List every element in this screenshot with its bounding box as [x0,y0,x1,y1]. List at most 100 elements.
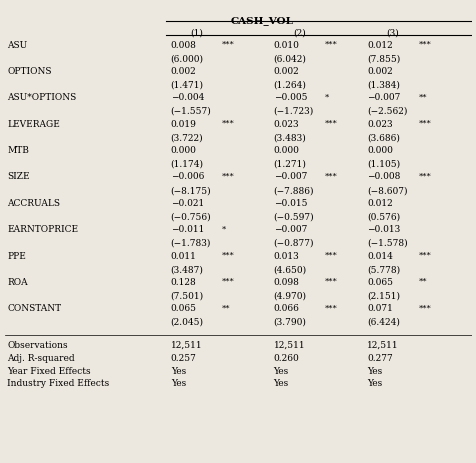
Text: 0.023: 0.023 [273,119,298,128]
Text: (−0.877): (−0.877) [273,238,313,247]
Text: −0.007: −0.007 [273,225,306,234]
Text: ***: *** [324,119,337,127]
Text: 12,511: 12,511 [273,340,305,350]
Text: 0.002: 0.002 [170,67,196,76]
Text: 0.257: 0.257 [170,353,196,362]
Text: (0.576): (0.576) [367,212,399,221]
Text: ***: *** [417,304,430,312]
Text: ***: *** [417,251,430,259]
Text: 12,511: 12,511 [367,340,398,350]
Text: (3): (3) [386,29,398,38]
Text: 0.002: 0.002 [273,67,298,76]
Text: ***: *** [222,40,234,49]
Text: ***: *** [324,304,337,312]
Text: (5.778): (5.778) [367,265,399,274]
Text: ***: *** [324,277,337,285]
Text: ***: *** [417,172,430,180]
Text: ***: *** [324,172,337,180]
Text: 0.012: 0.012 [367,198,392,207]
Text: (4.650): (4.650) [273,265,306,274]
Text: Yes: Yes [170,379,186,388]
Text: −0.011: −0.011 [170,225,204,234]
Text: Yes: Yes [170,366,186,375]
Text: CONSTANT: CONSTANT [7,304,61,313]
Text: −0.006: −0.006 [170,172,204,181]
Text: (7.501): (7.501) [170,291,203,300]
Text: −0.008: −0.008 [367,172,399,181]
Text: ***: *** [417,119,430,127]
Text: (6.424): (6.424) [367,317,399,326]
Text: ***: *** [324,40,337,49]
Text: (3.686): (3.686) [367,133,399,142]
Text: (−0.756): (−0.756) [170,212,211,221]
Text: ***: *** [417,40,430,49]
Text: (1): (1) [189,29,202,38]
Text: 0.000: 0.000 [170,146,196,155]
Text: ***: *** [222,172,234,180]
Text: **: ** [417,277,426,285]
Text: (2.151): (2.151) [367,291,399,300]
Text: (1.384): (1.384) [367,81,399,89]
Text: 0.071: 0.071 [367,304,392,313]
Text: 0.260: 0.260 [273,353,298,362]
Text: **: ** [222,304,230,312]
Text: ***: *** [324,251,337,259]
Text: 0.277: 0.277 [367,353,392,362]
Text: −0.007: −0.007 [367,93,399,102]
Text: (3.487): (3.487) [170,265,203,274]
Text: 0.000: 0.000 [367,146,392,155]
Text: 0.065: 0.065 [170,304,196,313]
Text: Adj. R-squared: Adj. R-squared [7,353,75,362]
Text: ASU: ASU [7,40,27,50]
Text: (1.271): (1.271) [273,159,306,169]
Text: (7.855): (7.855) [367,54,399,63]
Text: (2.045): (2.045) [170,317,203,326]
Text: (3.790): (3.790) [273,317,306,326]
Text: −0.021: −0.021 [170,198,204,207]
Text: ROA: ROA [7,277,28,286]
Text: 12,511: 12,511 [170,340,202,350]
Text: (4.970): (4.970) [273,291,306,300]
Text: 0.014: 0.014 [367,251,392,260]
Text: Year Fixed Effects: Year Fixed Effects [7,366,90,375]
Text: −0.015: −0.015 [273,198,307,207]
Text: 0.066: 0.066 [273,304,299,313]
Text: −0.005: −0.005 [273,93,307,102]
Text: *: * [222,225,226,233]
Text: **: ** [417,93,426,101]
Text: Yes: Yes [367,379,381,388]
Text: (1.105): (1.105) [367,159,399,169]
Text: (−1.723): (−1.723) [273,106,313,116]
Text: (−0.597): (−0.597) [273,212,314,221]
Text: Observations: Observations [7,340,68,350]
Text: ASU*OPTIONS: ASU*OPTIONS [7,93,76,102]
Text: LEVERAGE: LEVERAGE [7,119,60,128]
Text: (−8.607): (−8.607) [367,186,407,194]
Text: SIZE: SIZE [7,172,30,181]
Text: (−7.886): (−7.886) [273,186,313,194]
Text: 0.013: 0.013 [273,251,298,260]
Text: (−1.557): (−1.557) [170,106,211,116]
Text: (1.174): (1.174) [170,159,203,169]
Text: Industry Fixed Effects: Industry Fixed Effects [7,379,109,388]
Text: MTB: MTB [7,146,29,155]
Text: OPTIONS: OPTIONS [7,67,51,76]
Text: 0.002: 0.002 [367,67,392,76]
Text: 0.098: 0.098 [273,277,299,286]
Text: −0.004: −0.004 [170,93,204,102]
Text: 0.019: 0.019 [170,119,196,128]
Text: (−1.578): (−1.578) [367,238,407,247]
Text: 0.023: 0.023 [367,119,392,128]
Text: EARNTOPRICE: EARNTOPRICE [7,225,78,234]
Text: 0.065: 0.065 [367,277,392,286]
Text: (6.042): (6.042) [273,54,306,63]
Text: (−1.783): (−1.783) [170,238,211,247]
Text: *: * [324,93,328,101]
Text: 0.012: 0.012 [367,40,392,50]
Text: ***: *** [222,119,234,127]
Text: Yes: Yes [367,366,381,375]
Text: 0.000: 0.000 [273,146,299,155]
Text: (1.471): (1.471) [170,81,203,89]
Text: 0.128: 0.128 [170,277,196,286]
Text: (3.722): (3.722) [170,133,203,142]
